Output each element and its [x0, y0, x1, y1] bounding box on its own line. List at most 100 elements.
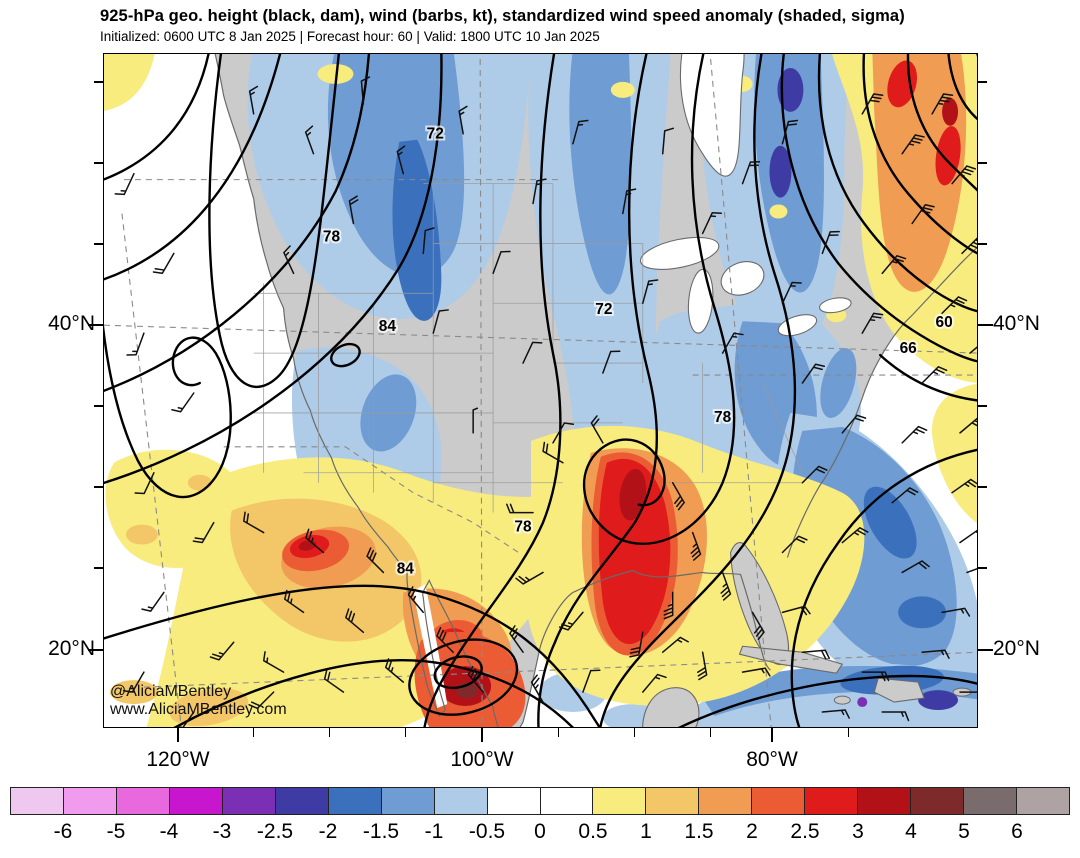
wind-barb	[642, 279, 659, 305]
wind-barb	[951, 478, 977, 494]
colorbar-segment	[593, 788, 647, 814]
colorbar-segment	[328, 788, 382, 814]
colorbar-segment	[63, 788, 117, 814]
wind-barb	[961, 237, 977, 255]
wind-barb	[841, 414, 867, 434]
contour-label: 84	[379, 318, 397, 335]
wind-barb	[931, 93, 954, 115]
colorbar-boundary-label: 2	[746, 820, 758, 843]
wind-barb	[152, 252, 175, 274]
lat-label-right: 20°N	[993, 637, 1040, 660]
wind-barb	[323, 669, 345, 693]
wind-barb	[921, 649, 950, 659]
wind-barb	[515, 571, 544, 585]
contour-label: 84	[397, 560, 415, 577]
wind-barb	[262, 651, 285, 673]
wind-barb	[629, 631, 644, 658]
lon-tick-minor-bottom	[252, 728, 254, 737]
colorbar-segment	[858, 788, 912, 814]
wind-barb	[284, 589, 305, 614]
wind-barb	[701, 211, 723, 235]
wind-barb	[552, 422, 575, 444]
lat-tick-minor-left	[94, 243, 103, 245]
wind-barb	[467, 665, 484, 693]
colorbar-boundary-label: -4	[159, 820, 179, 843]
wind-barb	[911, 204, 935, 225]
lat-tick-major-right	[978, 649, 993, 651]
colorbar-boundary-label: -1.5	[362, 820, 400, 843]
wind-barb	[590, 415, 604, 444]
lon-label-bottom: 120°W	[146, 748, 210, 771]
wind-barb	[801, 649, 830, 660]
contour-label: 66	[900, 340, 918, 357]
colorbar-boundary-label: -6	[53, 820, 73, 843]
wind-barb	[901, 425, 928, 444]
lon-tick-minor-bottom	[847, 728, 849, 737]
wind-barb	[209, 641, 235, 661]
wind-barb	[661, 636, 689, 653]
colorbar-segment	[381, 788, 435, 814]
wind-barb	[248, 85, 259, 115]
lat-tick-major-right	[978, 324, 993, 326]
lat-tick-minor-right	[978, 81, 987, 83]
wind-barb	[901, 134, 925, 155]
lon-tick-minor-bottom	[328, 728, 330, 737]
wind-barb	[141, 591, 165, 612]
colorbar-segment	[434, 788, 488, 814]
weather-map-canvas: 72 78 84 72 78 78 84 60 66	[104, 54, 977, 727]
wind-barb	[472, 407, 479, 434]
colorbar-boundary-label: 5	[958, 820, 970, 843]
wind-barb	[661, 127, 675, 155]
wind-barb	[891, 487, 919, 504]
lon-label-bottom: 80°W	[746, 748, 798, 771]
lat-tick-minor-left	[94, 486, 103, 488]
contour-label: 60	[935, 314, 952, 331]
wind-barb	[861, 312, 884, 334]
lon-tick-minor-bottom	[557, 728, 559, 737]
lon-tick-minor-bottom	[404, 728, 406, 737]
lat-tick-minor-left	[94, 567, 103, 569]
watermark: @AliciaMBentley www.AliciaMBentley.com	[110, 683, 287, 719]
colorbar-segment	[222, 788, 276, 814]
wind-barb	[396, 145, 406, 175]
wind-barb	[582, 669, 601, 693]
wind-barb	[642, 673, 667, 693]
lat-label-left: 40°N	[48, 312, 95, 335]
colorbar-boundary-label: -1	[424, 820, 444, 843]
wind-barb	[192, 521, 215, 544]
lon-tick-major-bottom	[771, 728, 773, 742]
lon-tick-minor-bottom	[709, 728, 711, 737]
wind-barb	[304, 125, 315, 155]
wind-barb	[781, 535, 808, 554]
wind-barb	[572, 119, 589, 145]
wind-barb	[721, 332, 744, 354]
anomaly-colorbar	[10, 787, 1070, 815]
wind-barbs-layer	[114, 76, 977, 727]
wind-barb	[951, 165, 977, 185]
wind-barb	[407, 586, 425, 614]
wind-barb	[422, 227, 435, 255]
lat-tick-minor-right	[978, 567, 987, 569]
colorbar-segment	[487, 788, 541, 814]
wind-barb	[366, 547, 385, 574]
colorbar-boundary-label: 2.5	[790, 820, 820, 843]
wind-barb	[509, 625, 524, 653]
lat-tick-minor-right	[978, 405, 987, 407]
watermark-handle: @AliciaMBentley	[110, 683, 232, 700]
wind-barb	[532, 178, 547, 205]
wind-barb	[690, 531, 702, 561]
colorbar-segment	[11, 788, 64, 814]
colorbar-segment	[805, 788, 859, 814]
wind-barb	[177, 711, 195, 727]
wind-barb	[663, 591, 674, 620]
wind-barb	[781, 605, 811, 616]
colorbar-boundary-label: -5	[106, 820, 126, 843]
wind-barb	[941, 296, 968, 314]
lon-tick-major-bottom	[177, 728, 179, 742]
colorbar-segment	[752, 788, 806, 814]
wind-barb	[126, 332, 145, 356]
wind-barb	[959, 529, 977, 544]
colorbar-segment	[699, 788, 753, 814]
wind-barb	[360, 76, 371, 105]
